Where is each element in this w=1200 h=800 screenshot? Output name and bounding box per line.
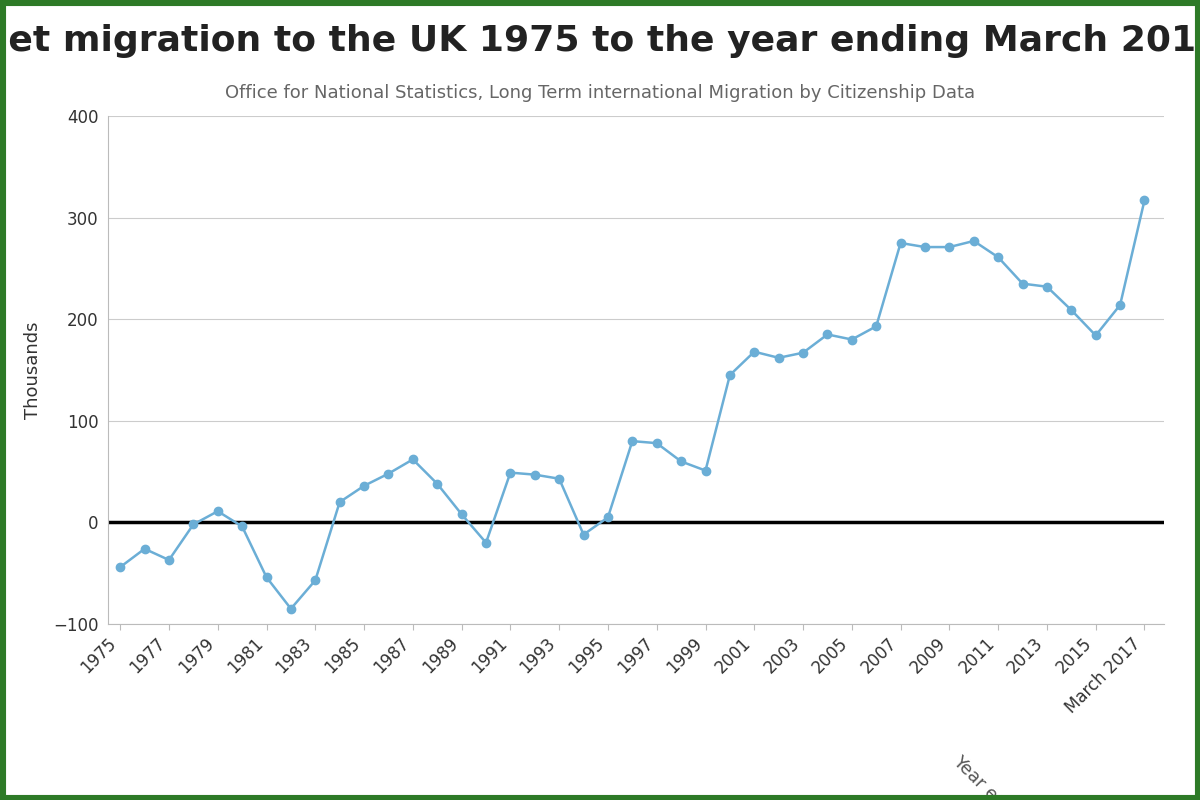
Text: Net migration to the UK 1975 to the year ending March 2017: Net migration to the UK 1975 to the year…	[0, 24, 1200, 58]
Text: Office for National Statistics, Long Term international Migration by Citizenship: Office for National Statistics, Long Ter…	[224, 84, 976, 102]
Y-axis label: Thousands: Thousands	[24, 322, 42, 418]
Text: Year ending March 2017: Year ending March 2017	[949, 752, 1116, 800]
